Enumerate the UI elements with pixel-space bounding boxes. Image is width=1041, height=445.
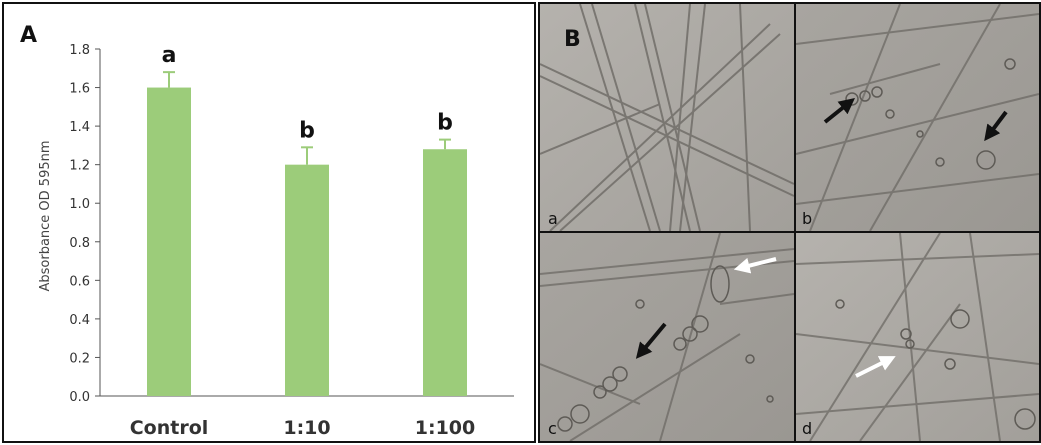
micrograph-a-label: a xyxy=(548,209,558,228)
micrograph-b-label: b xyxy=(802,209,812,228)
significance-letter: b xyxy=(437,111,453,136)
x-tick-label: 1:10 xyxy=(283,417,330,439)
y-tick-label: 1.6 xyxy=(69,82,90,97)
panel-a-label: A xyxy=(20,23,37,48)
y-tick-label: 0.6 xyxy=(69,274,90,289)
panel-b-micrographs: a b xyxy=(538,2,1041,443)
y-axis-label: Absorbance OD 595nm xyxy=(38,140,53,291)
bar xyxy=(285,164,329,396)
micrograph-b: b xyxy=(795,3,1040,232)
y-tick-label: 0.0 xyxy=(69,390,90,405)
y-tick-label: 0.2 xyxy=(69,351,90,366)
micrograph-d-label: d xyxy=(802,419,812,438)
micrograph-c: c xyxy=(539,232,795,442)
arrow-c-2 xyxy=(635,322,667,359)
arrow-d-1 xyxy=(855,356,896,378)
micrograph-a: a xyxy=(539,3,795,232)
micrograph-grid: a b xyxy=(539,3,1040,442)
significance-letter: b xyxy=(299,118,315,143)
y-tick-label: 1.4 xyxy=(69,120,90,135)
y-tick-label: 1.2 xyxy=(69,159,90,174)
arrow-c-1 xyxy=(733,257,777,274)
chart-bars: a Control b 1:10 b 1:100 xyxy=(130,43,476,439)
panel-a-bar-chart: A 0.0 0.2 0.4 0.6 0.8 1.0 1.2 1.4 1.6 1.8 a Contro… xyxy=(2,2,536,443)
bar xyxy=(147,87,191,397)
y-tick-label: 1.0 xyxy=(69,197,90,212)
y-tick-label: 0.4 xyxy=(69,313,90,328)
micrograph-d: d xyxy=(795,232,1040,442)
panel-b-label: B xyxy=(564,27,581,52)
micrograph-c-label: c xyxy=(548,419,557,438)
bar-chart: A 0.0 0.2 0.4 0.6 0.8 1.0 1.2 1.4 1.6 1.8 a Contro… xyxy=(20,23,514,439)
y-tick-label: 0.8 xyxy=(69,236,90,251)
x-tick-label: Control xyxy=(130,417,209,439)
x-tick-label: 1:100 xyxy=(415,417,475,439)
significance-letter: a xyxy=(162,43,177,68)
arrow-b-1 xyxy=(823,98,855,124)
arrow-b-2 xyxy=(984,110,1008,142)
y-tick-label: 1.8 xyxy=(69,43,90,58)
bar xyxy=(423,149,467,396)
